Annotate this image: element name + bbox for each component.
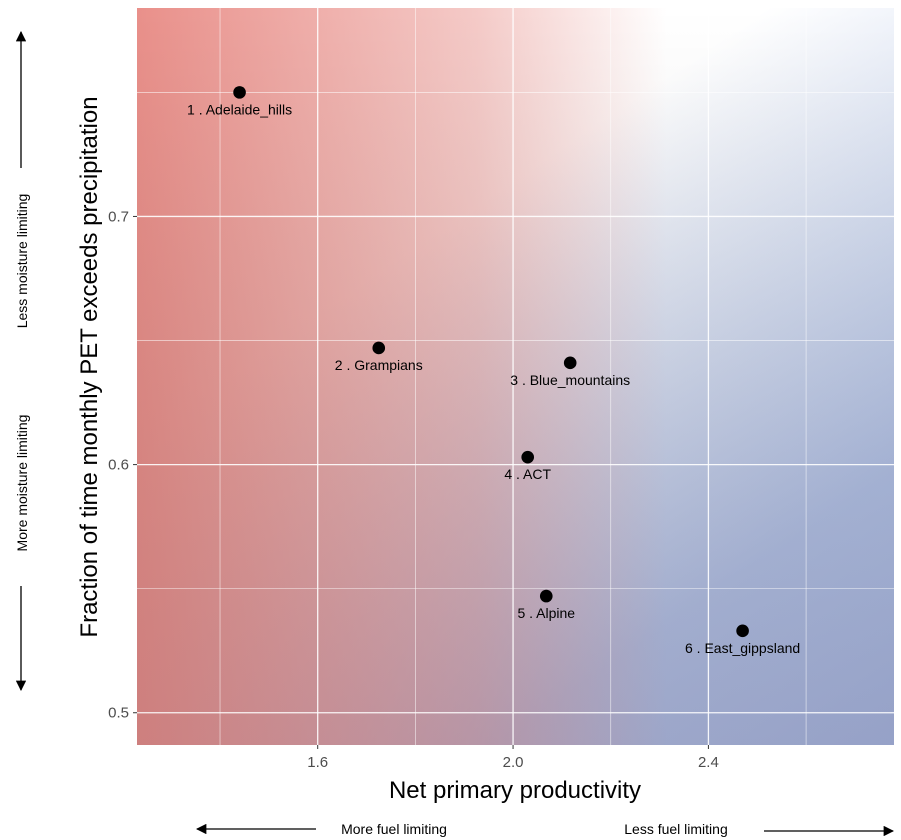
data-point: [539, 589, 553, 603]
x-axis-title: Net primary productivity: [389, 777, 641, 804]
data-point: [233, 86, 246, 99]
plot-panel: [137, 8, 894, 745]
data-point: [736, 624, 749, 638]
data-points: 1 . Adelaide_hills 2 . Grampians 3 . Blue_…: [187, 86, 800, 656]
point-label: 3 . Blue_mountains: [510, 372, 630, 388]
data-point: [563, 356, 577, 370]
y-axis-title: Fraction of time monthly PET exceeds pre…: [76, 96, 103, 637]
panel-shade: [137, 8, 894, 745]
grid-lines: [137, 8, 894, 745]
point-label: 5 . Alpine: [517, 605, 575, 621]
x-tick-label: 2.0: [503, 754, 524, 771]
point-label: 2 . Grampians: [335, 357, 423, 373]
y-axis: 0.5 0.6 0.7: [108, 208, 137, 722]
x-note-right: Less fuel limiting: [624, 821, 728, 837]
point-label: 6 . East_gippsland: [685, 640, 800, 656]
y-tick-label: 0.5: [108, 705, 129, 722]
y-note-bottom: More moisture limiting: [14, 415, 30, 552]
x-axis: 1.6 2.0 2.4: [307, 745, 719, 771]
y-note-top: Less moisture limiting: [14, 194, 30, 329]
x-tick-label: 1.6: [307, 754, 328, 771]
y-tick-label: 0.7: [108, 208, 129, 225]
point-label: 4 . ACT: [504, 466, 551, 482]
x-tick-label: 2.4: [698, 754, 719, 771]
point-label: 1 . Adelaide_hills: [187, 101, 292, 117]
x-note-left: More fuel limiting: [341, 821, 447, 837]
y-tick-label: 0.6: [108, 457, 129, 474]
data-point: [521, 450, 535, 464]
data-point: [372, 341, 386, 355]
